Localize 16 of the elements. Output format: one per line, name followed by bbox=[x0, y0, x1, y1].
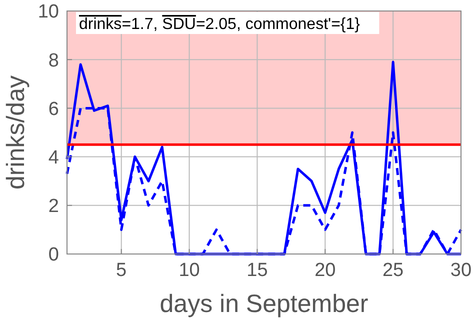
x-axis-title: days in September bbox=[160, 290, 368, 318]
line-series bbox=[66, 60, 462, 256]
y-axis-title: drinks/day bbox=[2, 75, 30, 190]
annotation: drinks=1.7, SDU=2.05, commonest'={1} bbox=[79, 16, 361, 33]
x-tick-label: 30 bbox=[450, 260, 472, 281]
y-tick-label: 6 bbox=[48, 98, 59, 120]
x-tick-label: 5 bbox=[116, 260, 127, 281]
x-tick-label: 10 bbox=[178, 260, 200, 281]
x-tick-label: 15 bbox=[246, 260, 268, 281]
y-tick-label: 8 bbox=[48, 50, 59, 72]
x-tick-label: 25 bbox=[382, 260, 404, 281]
x-tick-label: 20 bbox=[314, 260, 336, 281]
y-tick-label: 10 bbox=[38, 2, 59, 23]
y-tick-label: 2 bbox=[48, 196, 59, 218]
y-tick-label: 0 bbox=[48, 244, 59, 266]
y-tick-label: 4 bbox=[48, 147, 60, 168]
